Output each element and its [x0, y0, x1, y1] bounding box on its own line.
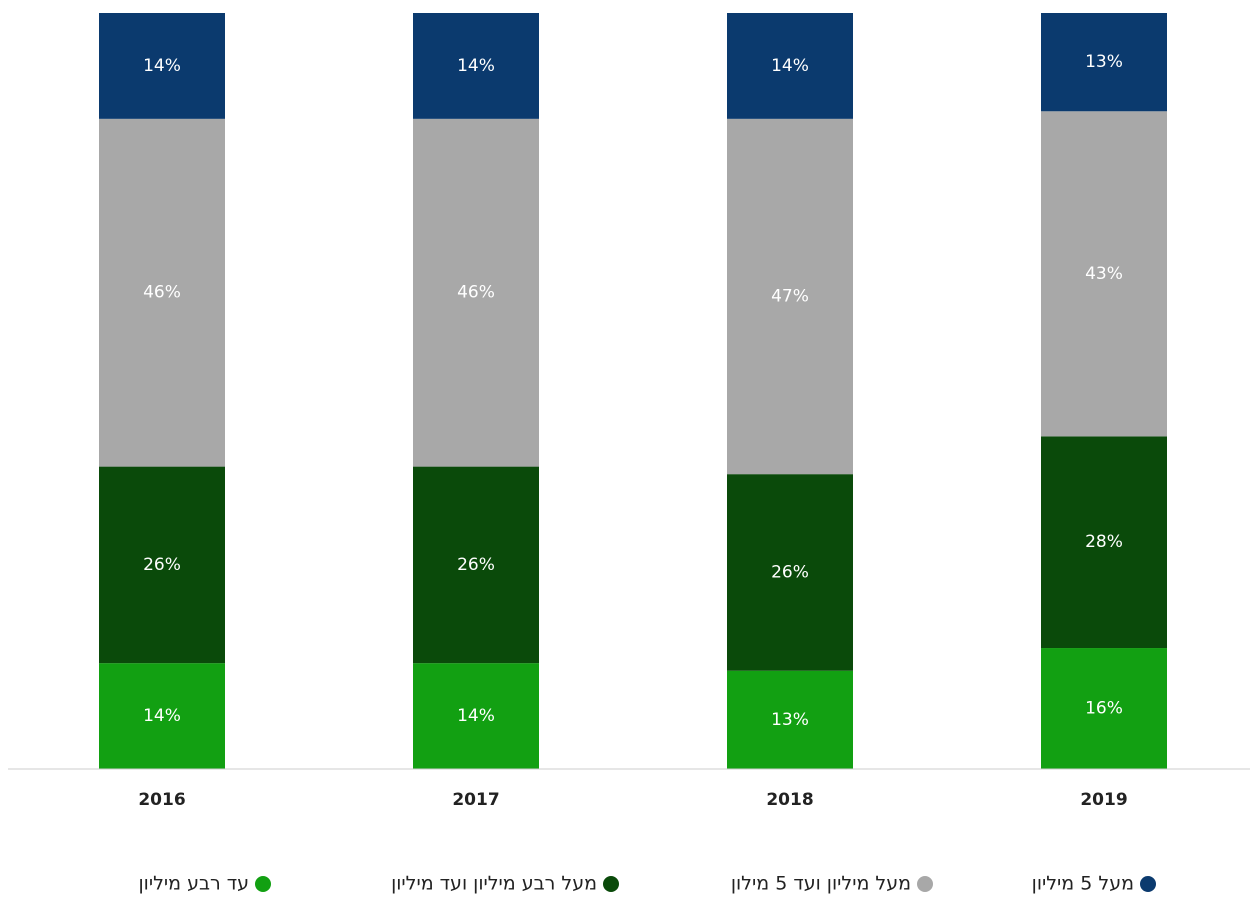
x-tick-label: 2019	[1080, 790, 1127, 810]
data-label: 43%	[1085, 264, 1123, 284]
data-label: 28%	[1085, 532, 1123, 552]
bar-segment	[1041, 13, 1167, 112]
bar-segment	[99, 466, 225, 664]
x-tick-label: 2018	[766, 790, 813, 810]
bar-segment	[413, 663, 539, 769]
data-label: 46%	[143, 283, 181, 303]
bar-segment	[1041, 648, 1167, 769]
bar-segment	[99, 13, 225, 119]
data-label: 14%	[457, 706, 495, 726]
bar-segment	[1041, 111, 1167, 437]
legend-marker	[255, 876, 271, 892]
legend-marker	[917, 876, 933, 892]
x-tick-label: 2016	[138, 790, 185, 810]
legend-label: מעל רבע מיליון ועד מיליון	[391, 873, 597, 895]
bar-segment	[413, 13, 539, 119]
data-label: 13%	[1085, 52, 1123, 72]
bar-segment	[413, 466, 539, 664]
bar-segment	[727, 474, 853, 671]
legend-label: מעל 5 מיליון	[1032, 873, 1134, 895]
bar-segment	[413, 118, 539, 467]
data-label: 26%	[457, 555, 495, 575]
bar-segment	[727, 670, 853, 769]
data-label: 26%	[771, 562, 809, 582]
data-label: 14%	[143, 56, 181, 76]
bar-segment	[1041, 436, 1167, 649]
bar-segment	[727, 118, 853, 475]
bar-segment	[99, 118, 225, 467]
data-label: 13%	[771, 710, 809, 730]
data-label: 14%	[457, 56, 495, 76]
legend-label: עד רבע מיליון	[138, 873, 249, 895]
bar-segment	[727, 13, 853, 119]
data-label: 46%	[457, 283, 495, 303]
data-label: 14%	[143, 706, 181, 726]
data-label: 14%	[771, 56, 809, 76]
bar-segment	[99, 663, 225, 769]
x-tick-label: 2017	[452, 790, 499, 810]
data-label: 47%	[771, 287, 809, 307]
legend-marker	[603, 876, 619, 892]
legend-label: מעל מיליון ועד 5 מילון	[731, 873, 911, 895]
legend-marker	[1140, 876, 1156, 892]
data-label: 26%	[143, 555, 181, 575]
data-label: 16%	[1085, 699, 1123, 719]
